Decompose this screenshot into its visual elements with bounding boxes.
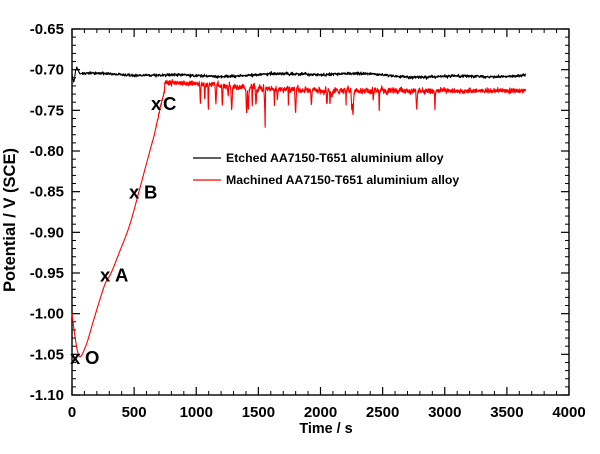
- svg-text:x: x: [100, 265, 111, 286]
- svg-text:C: C: [163, 93, 176, 114]
- svg-text:3000: 3000: [428, 404, 461, 421]
- svg-text:-0.85: -0.85: [30, 184, 64, 201]
- svg-text:3500: 3500: [490, 404, 523, 421]
- svg-text:2000: 2000: [304, 404, 337, 421]
- svg-text:x: x: [151, 93, 162, 114]
- svg-text:Machined AA7150-T651 aluminium: Machined AA7150-T651 aluminium alloy: [226, 173, 459, 187]
- svg-text:-1.00: -1.00: [30, 306, 64, 323]
- svg-text:Etched AA7150-T651 aluminium a: Etched AA7150-T651 aluminium alloy: [226, 151, 444, 165]
- svg-text:-0.65: -0.65: [30, 21, 64, 38]
- svg-text:-0.75: -0.75: [30, 102, 64, 119]
- svg-text:-0.70: -0.70: [30, 62, 64, 79]
- svg-text:500: 500: [122, 404, 147, 421]
- svg-text:-1.10: -1.10: [30, 387, 64, 404]
- svg-text:x: x: [70, 347, 81, 368]
- svg-text:-1.05: -1.05: [30, 346, 64, 363]
- svg-text:O: O: [85, 347, 99, 368]
- svg-text:1000: 1000: [180, 404, 213, 421]
- svg-text:0: 0: [68, 404, 76, 421]
- svg-text:B: B: [144, 182, 157, 203]
- svg-text:x: x: [129, 182, 140, 203]
- svg-text:4000: 4000: [552, 404, 585, 421]
- svg-text:1500: 1500: [242, 404, 275, 421]
- svg-text:A: A: [115, 265, 128, 286]
- svg-text:Potential / V (SCE): Potential / V (SCE): [1, 148, 19, 292]
- svg-text:-0.95: -0.95: [30, 265, 64, 282]
- svg-text:Time / s: Time / s: [299, 421, 352, 437]
- svg-text:-0.90: -0.90: [30, 224, 64, 241]
- svg-text:-0.80: -0.80: [30, 143, 64, 160]
- svg-text:2500: 2500: [366, 404, 399, 421]
